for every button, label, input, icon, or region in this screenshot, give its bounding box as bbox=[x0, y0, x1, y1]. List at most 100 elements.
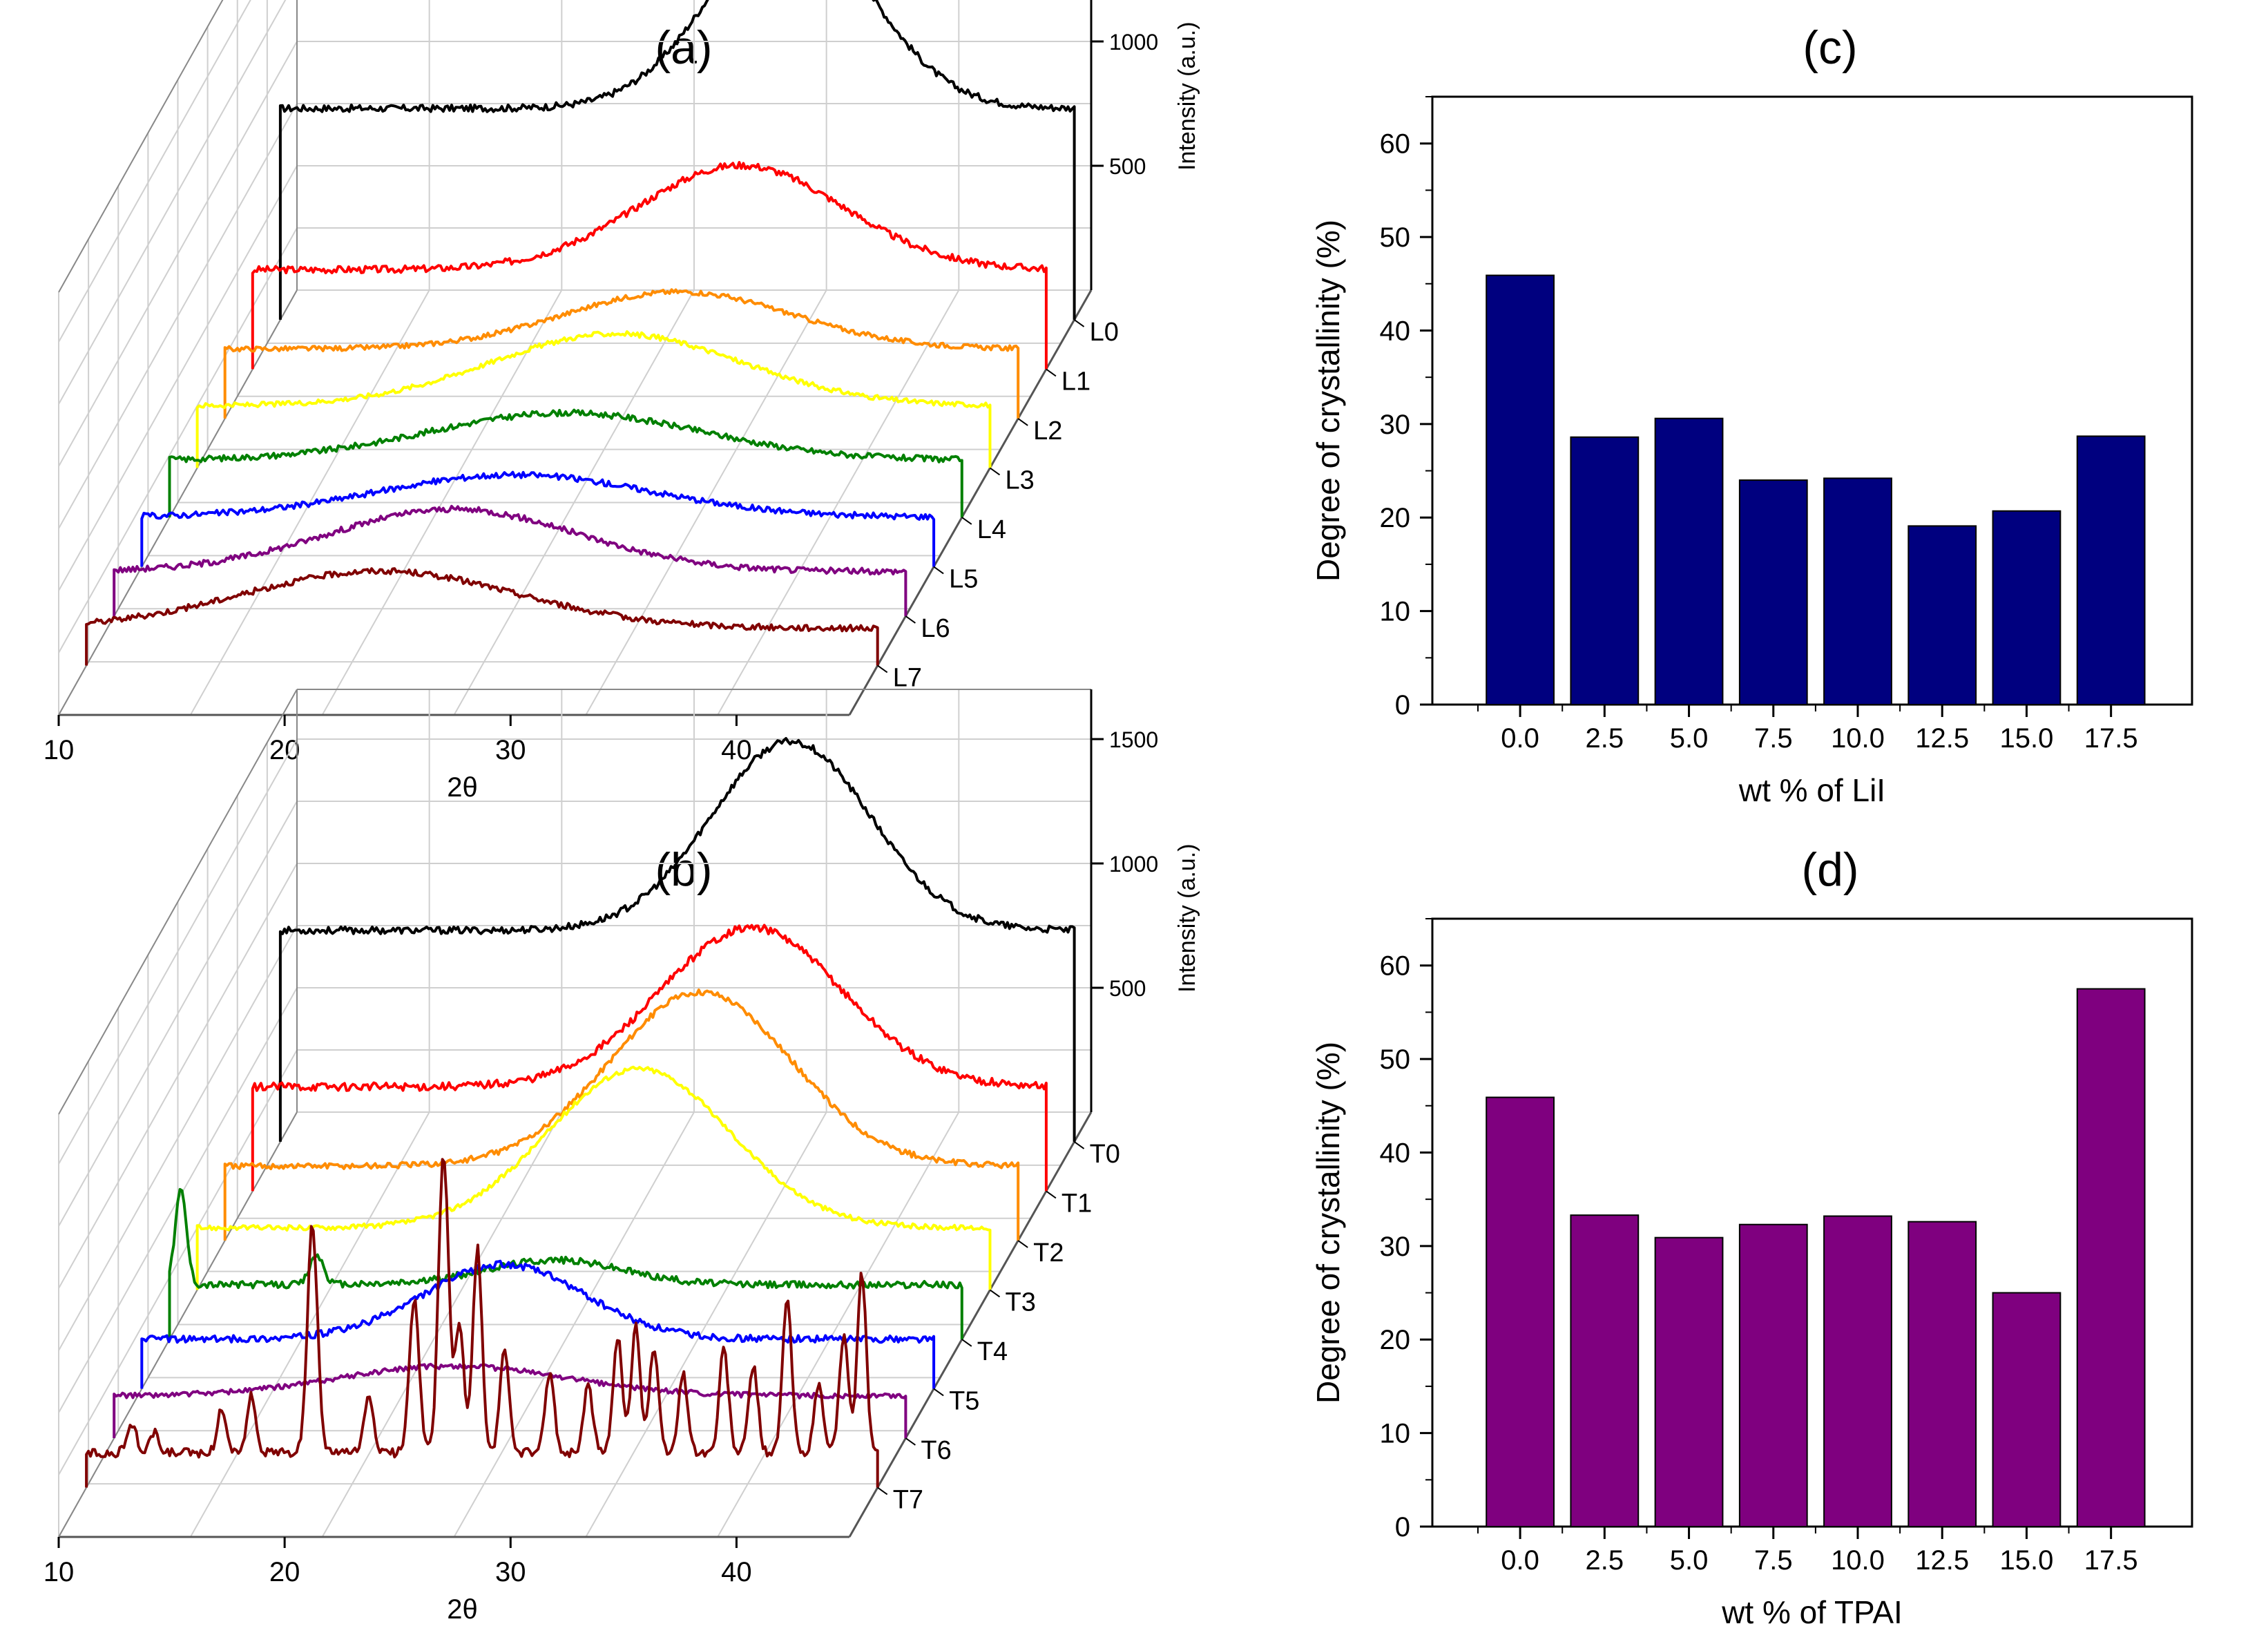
x-tick-label: 20 bbox=[269, 1557, 300, 1587]
series-label-t1: T1 bbox=[1061, 1189, 1092, 1218]
x-tick-label: 7.5 bbox=[1754, 723, 1793, 754]
y-axis-label: Degree of crystallinity (%) bbox=[1310, 1042, 1346, 1404]
bar bbox=[1570, 436, 1640, 705]
y-tick-label: 30 bbox=[1380, 1232, 1411, 1262]
z-tick-label: 1000 bbox=[1109, 852, 1158, 877]
series-line-l7 bbox=[85, 567, 879, 666]
series-tick bbox=[877, 665, 888, 673]
bar bbox=[1823, 1215, 1892, 1527]
frame-line bbox=[58, 1111, 298, 1538]
floor-grid-line bbox=[321, 289, 563, 716]
y-tick-label: 20 bbox=[1380, 1325, 1411, 1355]
series-tick bbox=[933, 1388, 944, 1397]
bar bbox=[1654, 417, 1724, 705]
series-line-l6 bbox=[113, 504, 907, 616]
x-tick-label: 30 bbox=[495, 1557, 526, 1587]
frame-line bbox=[58, 689, 298, 1115]
x-tick-label: 12.5 bbox=[1915, 723, 1969, 754]
x-tick-label: 5.0 bbox=[1670, 1545, 1709, 1576]
series-label-l3: L3 bbox=[1005, 466, 1034, 495]
series-label-l0: L0 bbox=[1090, 318, 1119, 347]
series-label-t5: T5 bbox=[949, 1386, 979, 1415]
series-line-l5 bbox=[140, 470, 936, 567]
series-tick bbox=[1074, 319, 1085, 327]
left-wall-grid-line bbox=[58, 801, 298, 1227]
bar bbox=[1907, 525, 1977, 706]
y-tick-label: 50 bbox=[1380, 1044, 1411, 1075]
series-tick bbox=[1017, 1240, 1028, 1248]
series-label-t0: T0 bbox=[1090, 1140, 1120, 1169]
series-label-l7: L7 bbox=[893, 663, 922, 692]
series-tick bbox=[905, 1437, 916, 1446]
z-tick-label: 500 bbox=[1109, 154, 1146, 179]
x-tick-label: 17.5 bbox=[2084, 723, 2138, 754]
plot-frame bbox=[1431, 95, 2193, 706]
x-axis-label: wt % of LiI bbox=[1738, 772, 1885, 808]
x-tick-label: 40 bbox=[721, 735, 752, 765]
y-tick-label: 40 bbox=[1380, 1138, 1411, 1168]
bar bbox=[1823, 477, 1892, 705]
series-tick bbox=[1046, 1190, 1057, 1199]
bar bbox=[1738, 1223, 1808, 1527]
y-tick-label: 20 bbox=[1380, 503, 1411, 533]
depth-axis-line bbox=[848, 289, 1093, 716]
x-tick-label: 10 bbox=[44, 735, 75, 765]
floor-grid-line bbox=[717, 289, 960, 716]
series-label-l4: L4 bbox=[977, 515, 1006, 544]
bar bbox=[2076, 435, 2146, 705]
series-label-t7: T7 bbox=[893, 1485, 923, 1514]
x-tick-label: 15.0 bbox=[2000, 723, 2054, 754]
series-line-l2 bbox=[223, 288, 1020, 419]
series-tick bbox=[961, 517, 972, 525]
bar bbox=[1907, 1221, 1977, 1528]
series-tick bbox=[1046, 368, 1057, 377]
series-label-t6: T6 bbox=[921, 1436, 951, 1465]
y-tick-label: 30 bbox=[1380, 410, 1411, 440]
floor-grid-line bbox=[321, 1111, 563, 1538]
floor-grid-line bbox=[453, 289, 695, 716]
bar bbox=[2076, 988, 2146, 1528]
bar bbox=[1738, 479, 1808, 705]
series-line-t2 bbox=[223, 988, 1020, 1241]
z-axis-label: Intensity (a.u.) bbox=[1174, 21, 1200, 170]
series-line-t3 bbox=[195, 1065, 992, 1290]
series-line-t1 bbox=[251, 924, 1048, 1192]
bar bbox=[1992, 1292, 2062, 1527]
chart-d-bar: 0 10 20 30 40 50 60 0.0 2.5 5.0 7.5 10.0 12.5 15.0 17.… bbox=[1310, 917, 2193, 1630]
left-wall-grid-line bbox=[58, 925, 298, 1351]
panel-c-title: (c) bbox=[1803, 21, 1858, 74]
z-axis-label: Intensity (a.u.) bbox=[1174, 843, 1200, 992]
series-line-t0 bbox=[278, 737, 1076, 1142]
floor-grid-line bbox=[453, 1111, 695, 1538]
x-tick-label: 0.0 bbox=[1501, 723, 1539, 754]
series-line-t7 bbox=[85, 1158, 879, 1488]
x-axis-label: 2θ bbox=[447, 772, 478, 803]
x-tick-label: 17.5 bbox=[2084, 1545, 2138, 1576]
floor-grid-line bbox=[189, 1111, 430, 1538]
y-tick-label: 10 bbox=[1380, 597, 1411, 627]
left-wall-grid-line bbox=[58, 103, 298, 529]
series-tick bbox=[877, 1487, 888, 1495]
series-tick bbox=[1074, 1141, 1085, 1149]
y-tick-label: 10 bbox=[1380, 1419, 1411, 1449]
x-tick-label: 10.0 bbox=[1831, 723, 1885, 754]
bar bbox=[1570, 1214, 1640, 1528]
series-tick bbox=[989, 467, 1001, 476]
series-label-l5: L5 bbox=[949, 564, 978, 593]
series-label-t4: T4 bbox=[977, 1337, 1008, 1366]
series-label-l2: L2 bbox=[1033, 417, 1062, 446]
x-tick-label: 2.5 bbox=[1586, 723, 1624, 754]
x-axis-label: wt % of TPAI bbox=[1721, 1594, 1903, 1630]
x-tick-label: 15.0 bbox=[2000, 1545, 2054, 1576]
series-line-l4 bbox=[168, 408, 963, 517]
series-tick bbox=[933, 566, 944, 575]
x-axis-label: 2θ bbox=[447, 1594, 478, 1625]
x-tick-label: 12.5 bbox=[1915, 1545, 1969, 1576]
x-tick-label: 0.0 bbox=[1501, 1545, 1539, 1576]
left-wall-grid-line bbox=[58, 863, 298, 1289]
left-wall-grid-line bbox=[58, 1049, 298, 1475]
series-line-t4 bbox=[168, 1187, 963, 1339]
x-tick-label: 10 bbox=[44, 1557, 75, 1587]
y-tick-label: 0 bbox=[1395, 690, 1410, 720]
